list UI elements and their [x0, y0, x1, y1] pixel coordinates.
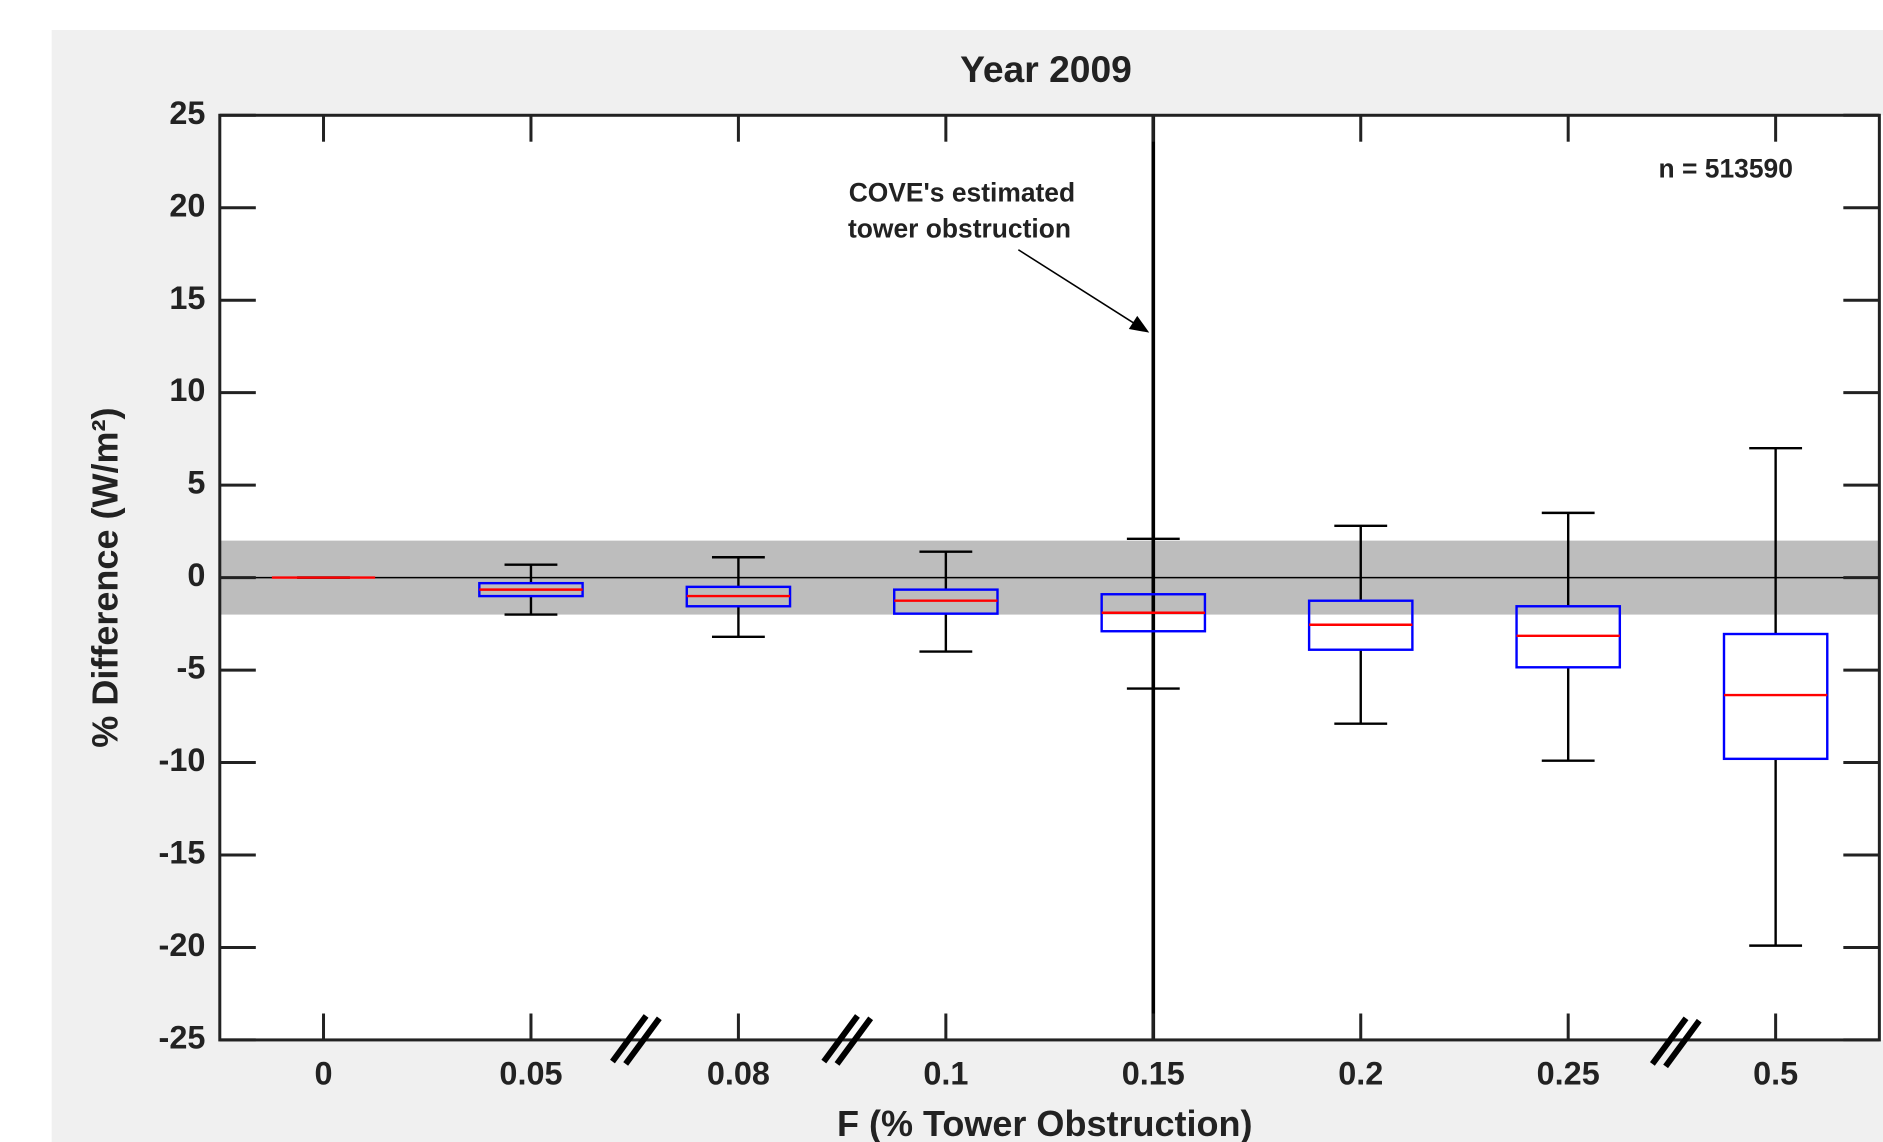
y-tick-label: 15: [169, 280, 205, 316]
sample-size: n = 513590: [1659, 153, 1793, 183]
x-tick-label: 0.1: [923, 1056, 968, 1092]
x-tick-label: 0.2: [1338, 1056, 1383, 1092]
x-tick-label: 0.05: [499, 1056, 562, 1092]
x-tick-label: 0.5: [1753, 1056, 1798, 1092]
y-axis-label: % Difference (W/m²): [85, 408, 126, 748]
x-tick-label: 0: [315, 1056, 333, 1092]
y-tick-label: -10: [159, 742, 206, 778]
y-tick-label: 0: [187, 557, 205, 593]
annotation: COVE's estimated: [849, 178, 1075, 208]
y-tick-label: -15: [159, 835, 206, 871]
chart-title: Year 2009: [960, 48, 1132, 90]
x-axis-label: F (% Tower Obstruction): [837, 1103, 1252, 1142]
x-tick-label: 0.25: [1537, 1056, 1600, 1092]
y-tick-label: -25: [159, 1019, 206, 1055]
x-tick-label: 0.15: [1122, 1056, 1185, 1092]
box: [1722, 632, 1829, 761]
plot-frame: [218, 113, 1881, 1042]
annotation-arrow: [1017, 249, 1144, 330]
y-tick-label: 5: [187, 465, 205, 501]
y-tick-label: -20: [159, 927, 206, 963]
annotation: tower obstruction: [848, 214, 1071, 244]
arrow-head: [1128, 315, 1150, 333]
y-tick-label: -5: [177, 650, 206, 686]
x-tick-label: 0.08: [707, 1056, 770, 1092]
y-tick-label: 20: [169, 187, 205, 223]
axis-breaks: [610, 1014, 1702, 1069]
y-tick-label: 10: [169, 372, 205, 408]
y-tick-label: 25: [169, 95, 205, 131]
